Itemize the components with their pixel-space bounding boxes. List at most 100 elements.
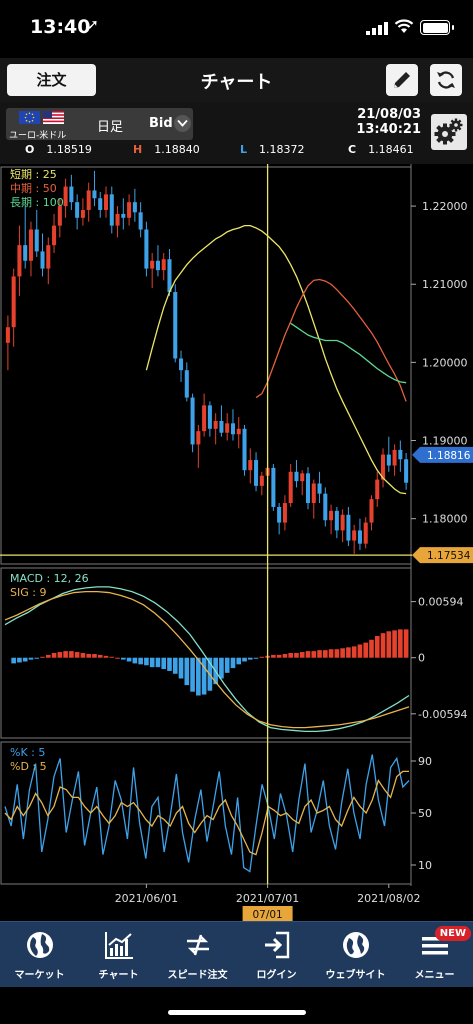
candle-body xyxy=(357,530,362,544)
tab-login[interactable]: ログイン xyxy=(237,922,316,988)
macd-histogram-bar xyxy=(196,657,201,696)
macd-histogram-bar xyxy=(155,657,161,668)
macd-histogram-bar xyxy=(271,654,276,658)
candle-body xyxy=(63,186,68,207)
candle-body xyxy=(213,420,218,429)
macd-histogram-bar xyxy=(369,639,374,658)
candle-body xyxy=(190,397,195,445)
macd-histogram-bar xyxy=(69,651,74,658)
candle-body xyxy=(329,510,334,521)
macd-histogram-bar xyxy=(34,657,40,659)
signal-icon xyxy=(366,22,388,35)
macd-histogram-bar xyxy=(230,657,236,669)
location-icon: ➚ xyxy=(87,17,99,33)
macd-histogram-bar xyxy=(340,648,345,658)
macd-histogram-bar xyxy=(311,651,317,658)
macd-histogram-bar xyxy=(74,652,80,658)
date-tick-label: 2021/06/01 xyxy=(115,892,178,905)
macd-histogram-bar xyxy=(380,633,386,658)
price-tick-label: 1.21000 xyxy=(422,278,468,291)
website-icon xyxy=(343,932,369,958)
low-value: L 1.18372 xyxy=(240,143,305,156)
candle-body xyxy=(155,260,160,271)
macd-histogram-bar xyxy=(305,651,311,658)
candle-body xyxy=(40,251,45,269)
date-value: 21/08/03 xyxy=(357,107,421,122)
tab-label: ログイン xyxy=(256,970,297,981)
chart-area[interactable]: 1.22000 1.21000 1.20000 1.19000 1.18000 短期 : … xyxy=(0,164,473,921)
home-indicator-area xyxy=(0,987,473,1024)
panel-frame xyxy=(0,166,412,565)
home-indicator xyxy=(168,1010,306,1015)
stoch-d-line xyxy=(4,770,409,856)
candle-body xyxy=(103,194,109,210)
tab-label: チャート xyxy=(98,970,139,981)
macd-histogram-bar xyxy=(11,657,16,664)
macd-histogram-bar xyxy=(28,657,34,660)
tab-menu[interactable]: NEW メニュー xyxy=(395,922,473,988)
candle-body xyxy=(98,198,103,210)
candle-body xyxy=(150,260,155,269)
close-label: C xyxy=(348,143,357,156)
tab-website[interactable]: ウェブサイト xyxy=(316,922,395,988)
macd-histogram-bar xyxy=(172,657,178,674)
moving-average-line xyxy=(255,278,407,402)
macd-histogram-bar xyxy=(224,657,230,673)
instrument-selector[interactable]: ユーロ-米ドル 日足 Bid xyxy=(6,108,193,141)
candle-body xyxy=(300,473,305,482)
candle-body xyxy=(248,460,253,471)
candle-body xyxy=(167,259,172,293)
close-value: C 1.18461 xyxy=(348,143,414,156)
macd-histogram-bar xyxy=(201,657,207,695)
stoch-d-legend: %D : 5 xyxy=(10,760,47,773)
page-title: チャート xyxy=(200,72,273,93)
order-button[interactable]: 注文 xyxy=(7,64,96,96)
candle-body xyxy=(386,454,391,466)
settings-button[interactable] xyxy=(431,114,467,150)
tab-chart[interactable]: チャート xyxy=(79,922,158,988)
macd-histogram-bar xyxy=(51,653,57,658)
macd-histogram-bar xyxy=(63,651,68,658)
candle-body xyxy=(375,479,380,500)
candle-body xyxy=(28,229,33,261)
macd-histogram-bar xyxy=(115,657,120,659)
macd-histogram-bar xyxy=(236,657,242,665)
macd-histogram-bar xyxy=(392,630,397,658)
edit-button[interactable] xyxy=(386,64,418,96)
macd-histogram-bar xyxy=(40,656,45,658)
speed-order-icon xyxy=(187,934,209,956)
candle-body xyxy=(173,292,178,359)
candle-body xyxy=(236,428,241,435)
candle-body xyxy=(271,467,276,507)
pencil-icon xyxy=(394,72,410,88)
candle-body xyxy=(202,405,207,432)
tab-label: スピード注文 xyxy=(167,970,228,981)
candle-body xyxy=(17,245,22,277)
moving-average-line xyxy=(145,224,407,495)
eu-flag-icon xyxy=(19,111,40,124)
instrument-name: ユーロ-米ドル xyxy=(9,131,67,141)
stoch-k-legend: %K : 5 xyxy=(10,746,45,759)
macd-histogram-bar xyxy=(22,657,28,662)
macd-histogram-bar xyxy=(149,657,155,668)
macd-line xyxy=(4,586,410,733)
macd-histogram-bar xyxy=(247,657,253,660)
high-label: H xyxy=(133,143,143,156)
date-tick-label: 2021/07/01 xyxy=(236,892,299,905)
tab-speed-order[interactable]: スピード注文 xyxy=(158,922,237,988)
macd-histogram-bar xyxy=(282,653,288,658)
macd-histogram-bar xyxy=(17,657,22,663)
crosshair-price-tag xyxy=(412,547,473,564)
tab-market[interactable]: マーケット xyxy=(0,922,79,988)
macd-histogram-bar xyxy=(138,657,143,665)
price-type-label: Bid xyxy=(149,116,173,131)
refresh-button[interactable] xyxy=(430,64,462,96)
macd-histogram-bar xyxy=(323,650,328,658)
candle-body xyxy=(207,405,212,429)
clock: 13:40 xyxy=(30,16,91,38)
candle-body xyxy=(242,428,247,471)
macd-histogram-bar xyxy=(334,649,340,658)
stoch-tick-label: 50 xyxy=(418,807,432,820)
candle-body xyxy=(334,510,339,531)
